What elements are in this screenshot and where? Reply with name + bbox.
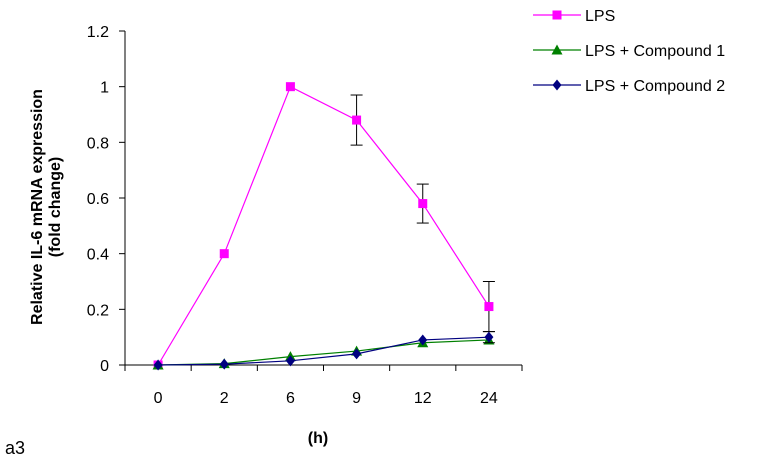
legend-label: LPS: [585, 8, 615, 25]
legend-label: LPS + Compound 2: [585, 78, 725, 95]
y-tick-label: 1: [100, 80, 109, 97]
y-tick-label: 0.8: [87, 135, 109, 152]
y-tick-label: 0: [100, 358, 109, 375]
data-point: [285, 82, 295, 92]
y-tick-label: 0.6: [87, 191, 109, 208]
series-3: [153, 331, 495, 371]
data-point: [484, 331, 494, 343]
data-point: [352, 115, 362, 125]
data-point: [484, 302, 494, 312]
series-line: [158, 336, 489, 366]
legend-marker: [552, 10, 562, 20]
legend-item: LPS: [533, 8, 615, 25]
legend: LPS LPS + Compound 1 LPS + Compound 2: [533, 8, 725, 95]
y-tick-label: 0.2: [87, 302, 109, 319]
legend-item: LPS + Compound 2: [533, 78, 725, 95]
data-point: [418, 199, 428, 209]
y-tick-label: 1.2: [87, 24, 109, 41]
legend-marker: [551, 44, 563, 55]
y-axis-title-line2: (fold change): [47, 157, 64, 257]
legend-label: LPS + Compound 1: [585, 43, 725, 60]
series-line: [158, 339, 489, 366]
axes: 0 0.2 0.4 0.6 0.8 1 1.2 0 2 6 9 12 24: [87, 24, 523, 407]
series-layer: [152, 82, 495, 371]
x-axis-title: (h): [308, 430, 328, 447]
legend-item: LPS + Compound 1: [533, 43, 725, 60]
x-ticks: 0 2 6 9 12 24: [124, 365, 523, 407]
series-line: [157, 85, 490, 366]
x-tick-label: 12: [414, 390, 432, 407]
x-tick-label: 2: [220, 390, 229, 407]
legend-marker: [552, 79, 562, 91]
data-point: [418, 334, 428, 346]
data-point: [153, 359, 163, 371]
data-point: [219, 249, 229, 259]
data-point: [285, 355, 295, 367]
panel-label: a3: [5, 438, 25, 457]
y-tick-label: 0.4: [87, 247, 109, 264]
x-tick-label: 6: [286, 390, 295, 407]
data-point: [352, 348, 362, 360]
y-ticks: 0 0.2 0.4 0.6 0.8 1 1.2: [87, 24, 125, 375]
x-tick-label: 0: [154, 390, 163, 407]
x-tick-label: 24: [480, 390, 498, 407]
series-1: [153, 82, 495, 370]
y-axis-title-line1: Relative IL-6 mRNA expression: [29, 89, 46, 325]
data-point: [219, 358, 229, 370]
x-tick-label: 9: [352, 390, 361, 407]
